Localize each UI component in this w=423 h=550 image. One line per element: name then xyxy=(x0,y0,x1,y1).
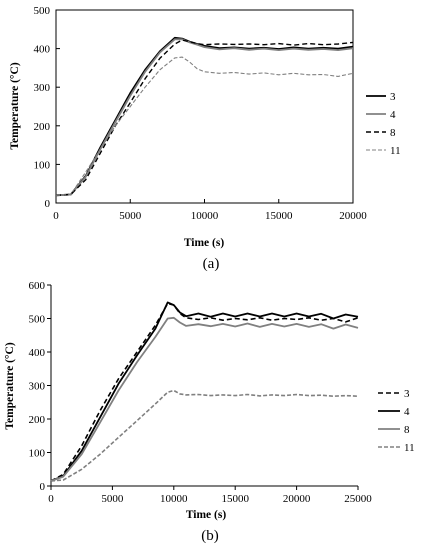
legend-item-11: 11 xyxy=(366,145,401,157)
series-line-4 xyxy=(50,301,359,482)
y-tick-label: 100 xyxy=(34,159,51,171)
chart-panel-a: 0 100 200 300 400 500 0 5000 10000 15000 20000 Te… xyxy=(9,5,401,272)
x-tick-label: 20000 xyxy=(339,210,367,222)
series-line-8 xyxy=(55,39,354,196)
series-line-4 xyxy=(55,38,354,197)
series-group-b xyxy=(50,301,359,482)
y-tick-label: 600 xyxy=(29,280,46,292)
y-tick-label: 100 xyxy=(29,448,46,460)
x-axis-label-b: Time (s) xyxy=(186,509,227,521)
x-axis-label-a: Time (s) xyxy=(184,237,225,249)
y-tick-label: 0 xyxy=(45,198,51,210)
legend-label: 8 xyxy=(390,127,396,139)
legend-label: 8 xyxy=(404,424,410,436)
x-tick-label: 20000 xyxy=(283,493,311,505)
legend-item-3: 3 xyxy=(366,91,396,103)
y-tick-label: 0 xyxy=(40,481,46,493)
legend-item-8: 8 xyxy=(366,127,396,139)
series-line-11 xyxy=(50,389,359,482)
legend-item-11: 11 xyxy=(378,442,415,454)
y-tick-label: 400 xyxy=(29,347,46,359)
series-line-8 xyxy=(50,316,359,482)
x-tick-label: 5000 xyxy=(119,210,142,222)
y-tick-label: 300 xyxy=(34,82,51,94)
series-line-3 xyxy=(50,302,359,482)
x-tick-label: 15000 xyxy=(221,493,249,505)
y-tick-label: 500 xyxy=(29,314,46,326)
x-tick-label: 15000 xyxy=(265,210,293,222)
legend-label: 11 xyxy=(390,145,401,157)
x-tick-label: 25000 xyxy=(344,493,372,505)
y-axis-label-a: Temperature (°C) xyxy=(9,62,21,149)
x-axis-a: 0 5000 10000 15000 20000 xyxy=(53,199,367,222)
legend-label: 4 xyxy=(390,109,396,121)
legend-label: 11 xyxy=(404,442,415,454)
legend-label: 3 xyxy=(390,91,396,103)
legend-item-8: 8 xyxy=(378,424,410,436)
x-tick-label: 10000 xyxy=(160,493,188,505)
legend-item-4: 4 xyxy=(366,109,396,121)
legend-item-3: 3 xyxy=(378,388,410,400)
x-tick-label: 10000 xyxy=(191,210,219,222)
y-axis-a: 0 100 200 300 400 500 xyxy=(34,5,60,210)
x-tick-label: 5000 xyxy=(101,493,124,505)
series-line-3 xyxy=(55,36,354,197)
y-tick-label: 200 xyxy=(34,121,51,133)
panel-label-b: (b) xyxy=(201,528,219,544)
y-tick-label: 500 xyxy=(34,5,51,17)
y-tick-label: 200 xyxy=(29,414,46,426)
x-tick-label: 0 xyxy=(48,493,54,505)
legend-a: 3 4 8 11 xyxy=(366,91,401,157)
y-axis-b: 0 100 200 300 400 500 600 xyxy=(29,280,51,493)
x-axis-b: 0 5000 10000 15000 20000 25000 xyxy=(48,486,372,505)
series-group-a xyxy=(55,36,354,197)
y-tick-label: 400 xyxy=(34,44,51,56)
series-line-11 xyxy=(55,56,354,196)
legend-label: 4 xyxy=(404,406,410,418)
legend-item-4: 4 xyxy=(378,406,410,418)
plot-area-a xyxy=(55,9,354,204)
x-tick-label: 0 xyxy=(53,210,59,222)
y-tick-label: 300 xyxy=(29,381,46,393)
chart-panel-b: 0 100 200 300 400 500 600 0 5000 10000 15000 20000… xyxy=(4,280,415,544)
y-axis-label-b: Temperature (°C) xyxy=(4,342,16,429)
legend-label: 3 xyxy=(404,388,410,400)
panel-label-a: (a) xyxy=(203,256,220,272)
legend-b: 3 4 8 11 xyxy=(378,388,415,454)
